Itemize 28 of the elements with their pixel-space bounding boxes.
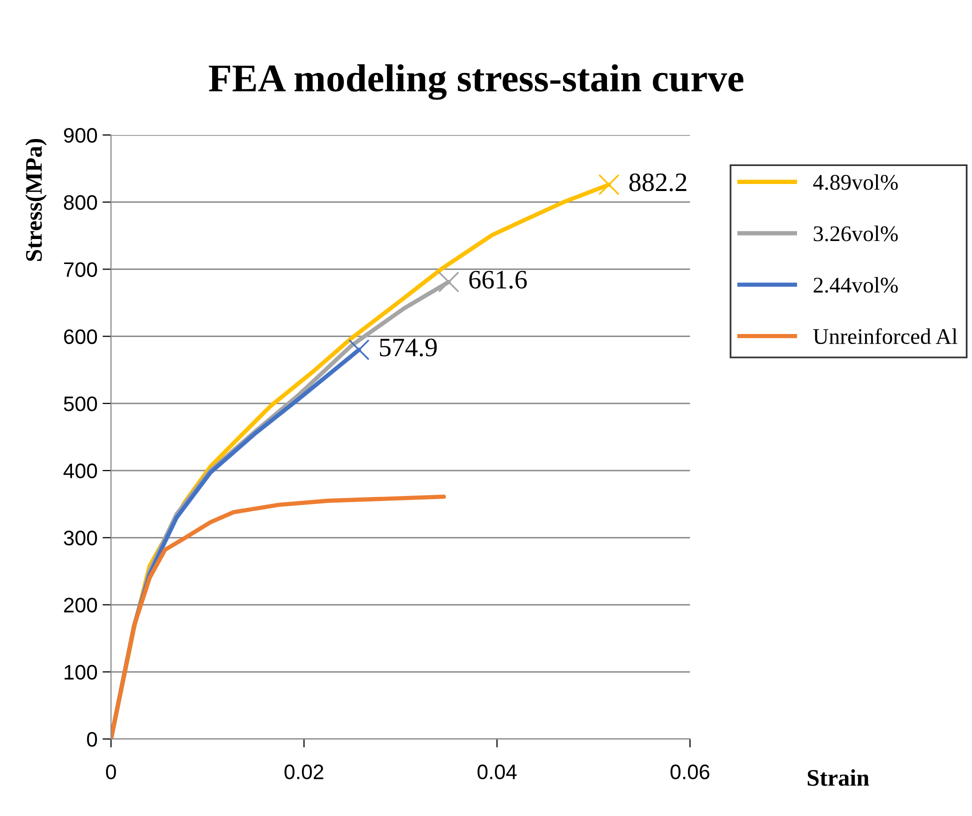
legend-label: 4.89vol% [813, 174, 898, 190]
legend-label: 2.44vol% [814, 277, 898, 293]
y-tick-label: 500 [64, 396, 97, 412]
y-tick-label: 100 [64, 664, 97, 680]
y-tick-label: 200 [64, 598, 97, 613]
annotation: 574.9 [380, 338, 437, 356]
y-tick-label: 400 [64, 464, 97, 478]
x-tick-label: 0 [106, 764, 116, 780]
line-series [111, 494, 446, 739]
y-tick-label: 900 [64, 128, 97, 143]
legend-label: 3.26vol% [814, 226, 898, 242]
annotation: 661.6 [469, 270, 527, 289]
annotation: 882.2 [629, 173, 686, 192]
y-tick-label: 700 [64, 262, 97, 277]
x-tick-label: 0.04 [478, 764, 517, 780]
legend-label: Unreinforced Al [813, 328, 958, 344]
y-tick-label: 800 [64, 195, 97, 210]
x-axis-title: Strain [808, 769, 870, 786]
x-tick-label: 0.02 [284, 764, 324, 780]
point [598, 174, 620, 196]
point [348, 339, 370, 360]
y-tick-label: 600 [64, 329, 97, 344]
x-tick-label: 0.06 [670, 764, 710, 780]
point [438, 271, 460, 293]
chart-title: FEA modeling stress-stain curve [208, 64, 744, 100]
y-tick-label: 0 [87, 732, 97, 747]
y-tick-label: 300 [64, 530, 97, 546]
y-axis-title: Stress(MPa) [25, 138, 47, 261]
